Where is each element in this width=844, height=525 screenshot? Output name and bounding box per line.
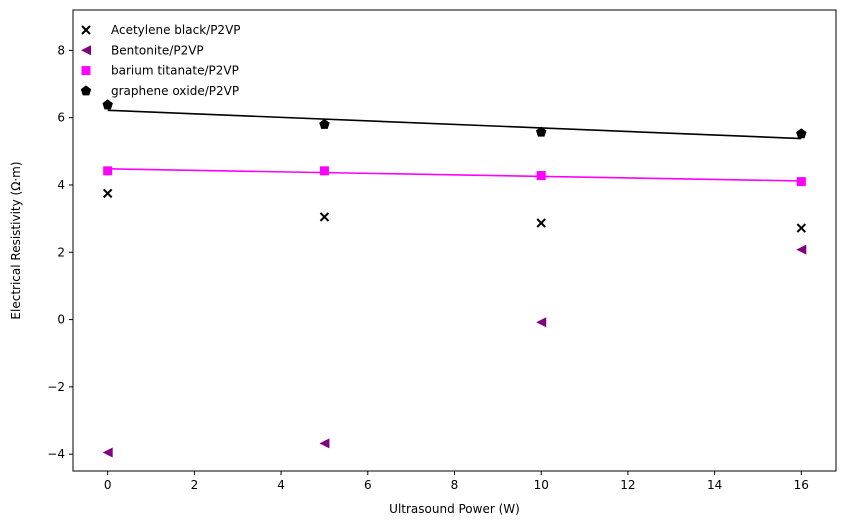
x-tick-label: 0	[104, 478, 112, 492]
y-tick-label: −2	[47, 380, 65, 394]
fit-line-series-3	[107, 109, 802, 140]
legend: Acetylene black/P2VP Bentonite/P2VP barium…	[80, 23, 241, 98]
x-axis-title: Ultrasound Power (W)	[389, 502, 520, 516]
legend-label: barium titanate/P2VP	[111, 64, 239, 78]
legend-label: Bentonite/P2VP	[111, 43, 204, 57]
y-tick-label: 4	[57, 178, 65, 192]
x-tick-label: 14	[707, 478, 722, 492]
y-tick-label: 6	[57, 111, 65, 125]
data-point-series-1	[796, 244, 807, 255]
data-point-series-1	[102, 447, 113, 458]
data-point-series-1	[536, 317, 547, 328]
data-point-series-0	[102, 188, 113, 199]
legend-marker-1	[81, 45, 91, 56]
data-point-series-3	[535, 126, 547, 137]
data-point-series-3	[796, 128, 807, 139]
y-tick-label: 0	[57, 313, 65, 327]
x-tick-label: 2	[191, 478, 199, 492]
plot-frame	[72, 9, 837, 472]
legend-marker-3	[80, 85, 92, 96]
data-point-series-0	[796, 223, 807, 233]
legend-marker-0	[81, 25, 91, 35]
x-tick-label: 6	[364, 478, 372, 492]
x-tick-label: 8	[451, 478, 459, 492]
y-axis-title: Electrical Resistivity (Ω·m)	[9, 161, 23, 319]
data-point-series-1	[319, 438, 330, 449]
x-axis-ticks: 0 2 4 6 8 10 12 14 16	[104, 471, 809, 492]
data-point-series-2	[103, 166, 113, 176]
data-points	[102, 99, 807, 458]
legend-marker-2	[81, 66, 91, 76]
x-tick-label: 4	[277, 478, 285, 492]
data-point-series-3	[102, 99, 113, 110]
data-point-series-3	[319, 118, 330, 129]
data-point-series-2	[796, 177, 806, 187]
y-axis-ticks: −4 −2 0 2 4 6 8	[47, 43, 73, 461]
y-tick-label: 2	[57, 245, 65, 259]
fit-line-series-2	[107, 168, 802, 182]
x-tick-label: 16	[794, 478, 809, 492]
legend-label: graphene oxide/P2VP	[111, 84, 239, 98]
y-tick-label: 8	[57, 43, 65, 57]
data-point-series-0	[536, 218, 546, 228]
data-point-series-2	[319, 166, 329, 176]
x-tick-label: 10	[534, 478, 549, 492]
data-point-series-0	[319, 212, 330, 222]
legend-label: Acetylene black/P2VP	[111, 23, 241, 37]
x-tick-label: 12	[620, 478, 635, 492]
y-tick-label: −4	[47, 447, 65, 461]
data-point-series-2	[536, 171, 546, 181]
fit-lines	[107, 109, 802, 182]
